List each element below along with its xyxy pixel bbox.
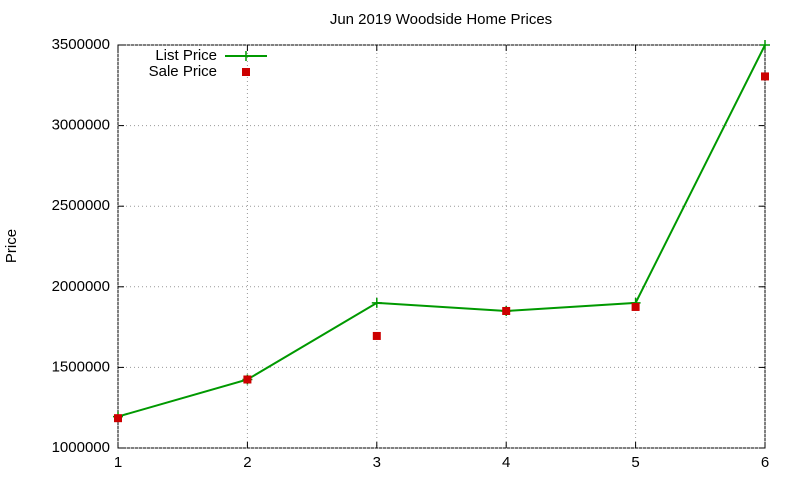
x-tick-label: 2 (243, 454, 251, 471)
x-tick-label: 4 (502, 454, 510, 471)
point (243, 375, 252, 384)
y-tick-label: 2000000 (52, 278, 110, 295)
point (631, 302, 640, 311)
series-line (117, 44, 766, 418)
y-tick-label: 3500000 (52, 36, 110, 53)
legend-swatch (241, 51, 251, 61)
point (761, 72, 769, 81)
legend-label: Sale Price (149, 63, 217, 80)
chart-title: Jun 2019 Woodside Home Prices (330, 11, 552, 28)
point (371, 297, 382, 308)
y-tick-label: 1500000 (52, 358, 110, 375)
x-tick-label: 1 (114, 454, 122, 471)
point (760, 40, 770, 50)
point (502, 306, 511, 315)
legend-label: List Price (155, 47, 217, 64)
plot-frame (117, 44, 766, 449)
y-tick-label: 3000000 (52, 117, 110, 134)
legend-swatch (242, 68, 250, 76)
point (114, 414, 122, 423)
y-axis-label: Price (3, 229, 20, 263)
x-tick-label: 5 (631, 454, 639, 471)
point (372, 331, 381, 340)
x-tick-label: 3 (373, 454, 381, 471)
y-tick-label: 2500000 (52, 197, 110, 214)
x-tick-label: 6 (761, 454, 769, 471)
y-tick-label: 1000000 (52, 439, 110, 456)
